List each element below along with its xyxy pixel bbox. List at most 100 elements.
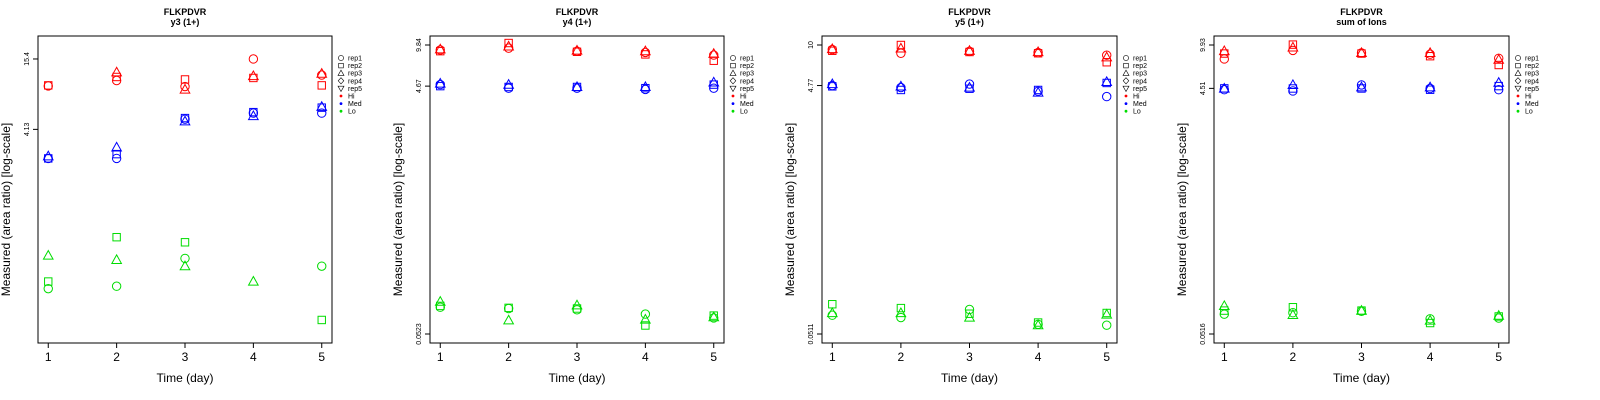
y-tick-label: 9.84 [416, 38, 423, 52]
data-point-lo-rep2 [44, 277, 53, 286]
data-point-lo-rep1 [111, 281, 122, 291]
data-point-med-rep1 [964, 79, 975, 89]
data-point-med-rep3 [708, 76, 720, 87]
x-tick-label: 4 [1427, 350, 1434, 364]
legend-label: rep2 [1133, 63, 1147, 70]
data-point-hi-rep3 [179, 83, 191, 94]
data-point-lo-rep3 [1218, 299, 1230, 311]
data-point-hi-rep1 [827, 44, 837, 55]
legend-label: rep5 [740, 86, 754, 93]
data-point-med-rep1 [1102, 91, 1112, 102]
legend-shape-rep3 [729, 69, 737, 76]
data-point-med-rep1 [111, 153, 122, 164]
data-point-lo-rep2 [1220, 306, 1229, 315]
data-point-hi-rep2 [1288, 40, 1298, 49]
x-tick-label: 2 [505, 350, 512, 364]
data-point-lo-rep2 [436, 301, 445, 311]
legend-shape-rep1 [730, 55, 736, 61]
data-point-lo-rep1 [1102, 320, 1112, 330]
legend-label: rep1 [1525, 56, 1539, 63]
legend-shape-rep4 [337, 77, 345, 85]
data-point-lo-rep2 [641, 321, 650, 330]
x-tick-label: 1 [1221, 350, 1228, 364]
data-point-med-rep3 [895, 80, 907, 91]
legend-dot-med [1124, 102, 1128, 105]
data-point-lo-rep1 [964, 304, 975, 315]
chart-title: FLKPDVR [556, 7, 599, 17]
data-point-med-rep3 [434, 77, 446, 88]
data-point-hi-rep3 [1032, 45, 1044, 57]
data-point-med-rep3 [179, 115, 191, 126]
x-tick-label: 2 [1290, 350, 1297, 364]
legend-shape-rep5 [729, 85, 737, 93]
legend-label: rep3 [1525, 71, 1539, 78]
data-point-med-rep3 [639, 80, 652, 92]
legend-label: rep5 [1133, 86, 1147, 93]
legend-shape-rep4 [729, 77, 737, 85]
legend-label: rep3 [1133, 71, 1147, 78]
legend-label: Hi [1133, 94, 1140, 101]
data-point-hi-rep3 [571, 44, 583, 55]
data-point-hi-rep2 [1102, 58, 1111, 67]
y-tick-label: 0.0523 [416, 323, 423, 345]
x-tick-label: 3 [182, 350, 189, 364]
data-point-hi-rep3 [434, 43, 446, 54]
data-point-hi-rep1 [1102, 50, 1112, 60]
data-point-med-rep3 [1032, 86, 1044, 97]
legend-label: rep5 [1525, 86, 1539, 93]
x-tick-label: 4 [250, 350, 257, 364]
legend-shape-rep2 [338, 62, 344, 69]
data-point-hi-rep3 [1424, 46, 1436, 58]
data-point-med-rep3 [247, 109, 260, 121]
legend-shape-rep4 [1122, 77, 1130, 85]
data-point-lo-rep1 [1033, 319, 1043, 330]
data-point-lo-rep1 [180, 253, 190, 264]
data-point-hi-rep3 [708, 47, 720, 58]
data-point-hi-rep2 [1494, 60, 1503, 70]
legend-label: Lo [348, 109, 356, 116]
legend-shape-rep1 [338, 55, 344, 61]
data-point-lo-rep3 [1032, 319, 1044, 330]
data-point-hi-rep1 [503, 43, 514, 53]
legend-label: Hi [1525, 94, 1532, 101]
data-point-med-rep3 [42, 150, 54, 161]
data-point-lo-rep3 [179, 260, 191, 271]
data-point-lo-rep3 [708, 311, 720, 322]
data-point-lo-rep1 [435, 302, 445, 312]
data-point-lo-rep2 [504, 303, 513, 313]
legend-dot-hi [339, 94, 343, 98]
legend-shape-rep4 [1514, 77, 1522, 85]
data-point-med-rep1 [572, 83, 582, 93]
chart-subtitle: sum of Ions [1336, 17, 1387, 27]
y-tick-label: 9.93 [1200, 38, 1207, 52]
data-point-hi-rep3 [895, 42, 907, 53]
data-point-med-rep3 [1218, 82, 1230, 93]
data-point-hi-rep2 [504, 38, 513, 48]
data-point-hi-rep1 [896, 48, 906, 58]
data-point-hi-rep3 [110, 66, 123, 77]
data-point-hi-rep3 [963, 44, 976, 55]
legend-dot-hi [1124, 94, 1128, 98]
data-point-hi-rep2 [180, 75, 190, 84]
x-tick-label: 3 [966, 350, 973, 364]
legend-label: rep4 [348, 78, 362, 85]
data-point-med-rep2 [180, 113, 190, 123]
x-tick-label: 4 [642, 350, 649, 364]
y-tick-label: 4.77 [808, 79, 815, 93]
x-axis-title: Time (day) [1333, 371, 1390, 385]
data-point-lo-rep1 [896, 312, 906, 323]
data-point-lo-rep3 [110, 253, 123, 264]
legend-dot-hi [731, 94, 735, 98]
data-point-hi-rep1 [248, 54, 259, 64]
legend-dot-med [1516, 102, 1520, 105]
legend-label: Med [1133, 101, 1147, 108]
data-point-hi-rep1 [1219, 54, 1229, 64]
data-point-lo-rep1 [640, 309, 651, 319]
legend-shape-rep3 [1514, 69, 1522, 76]
x-tick-label: 4 [1035, 350, 1042, 364]
data-point-hi-rep3 [1287, 41, 1299, 52]
legend-dot-lo [731, 109, 735, 113]
data-point-hi-rep2 [44, 81, 53, 90]
